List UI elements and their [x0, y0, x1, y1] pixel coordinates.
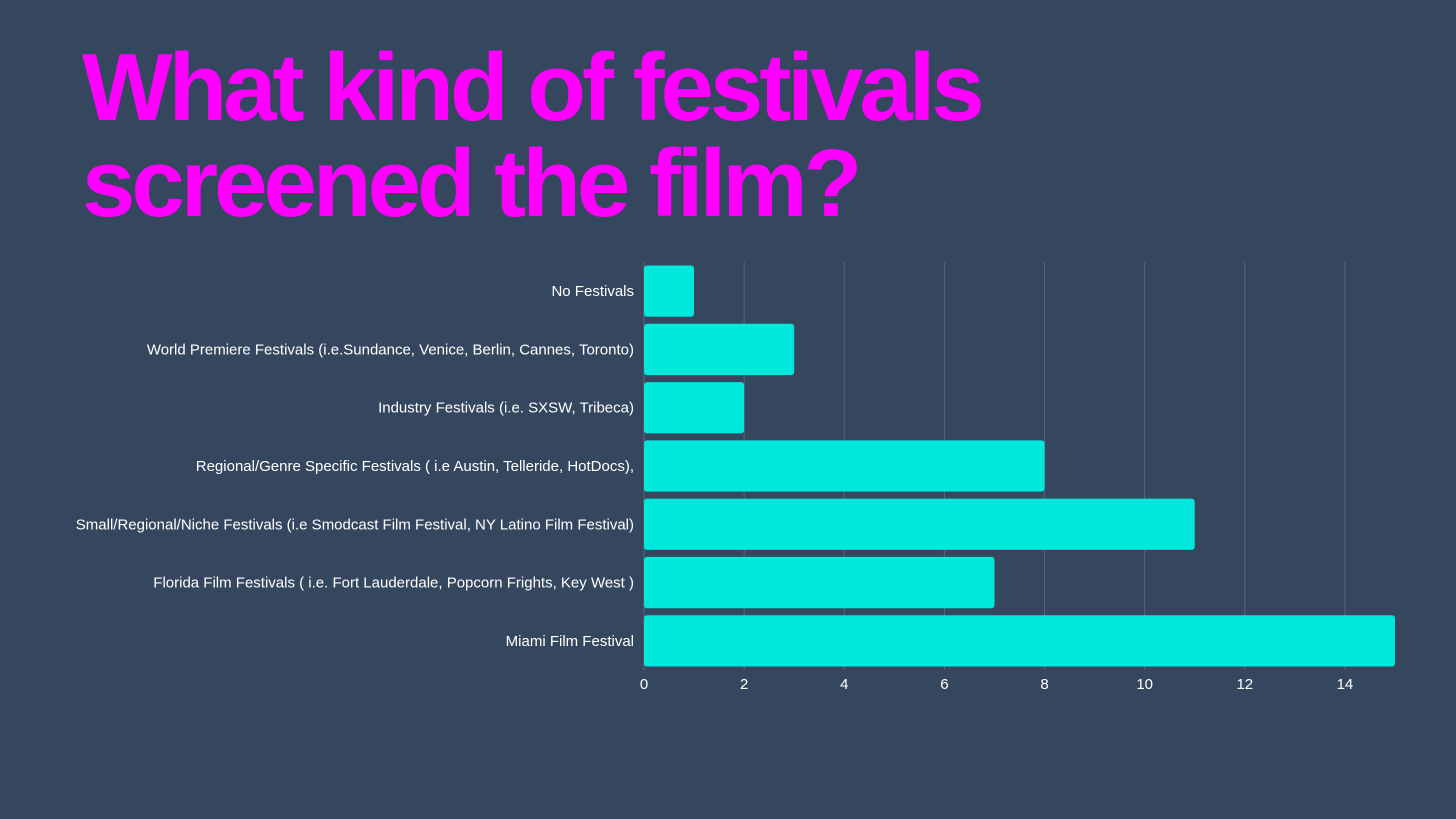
title-line-1: What kind of festivals	[82, 34, 985, 141]
x-tick-label: 8	[1040, 676, 1048, 693]
x-tick-label: 14	[1337, 676, 1354, 693]
category-label: Regional/Genre Specific Festivals ( i.e …	[196, 458, 634, 475]
x-tick-label: 2	[740, 676, 748, 693]
x-tick-label: 4	[840, 676, 848, 693]
bar	[644, 556, 995, 609]
bar	[644, 615, 1395, 667]
category-label: Florida Film Festivals ( i.e. Fort Laude…	[153, 575, 634, 592]
x-axis-ticks: 0 2 4 6 8 10 12 14	[640, 676, 1353, 693]
x-tick-label: 12	[1236, 676, 1253, 693]
bar	[644, 498, 1195, 550]
bar	[644, 382, 745, 434]
category-label: No Festivals	[551, 283, 634, 300]
chart-title: What kind of festivals screened the film…	[82, 40, 1082, 232]
category-label: Miami Film Festival	[506, 633, 634, 650]
title-line-2: screened the film?	[82, 130, 862, 237]
x-tick-label: 6	[940, 676, 948, 693]
category-label: Small/Regional/Niche Festivals (i.e Smod…	[76, 516, 634, 533]
bar	[644, 265, 695, 317]
bar	[644, 323, 795, 376]
bar	[644, 440, 1045, 492]
category-labels: No Festivals World Premiere Festivals (i.…	[76, 283, 634, 650]
bars	[644, 265, 1395, 667]
x-tick-label: 10	[1136, 676, 1153, 693]
category-label: World Premiere Festivals (i.e.Sundance, …	[147, 341, 634, 358]
x-tick-label: 0	[640, 676, 648, 693]
category-label: Industry Festivals (i.e. SXSW, Tribeca)	[378, 400, 634, 417]
